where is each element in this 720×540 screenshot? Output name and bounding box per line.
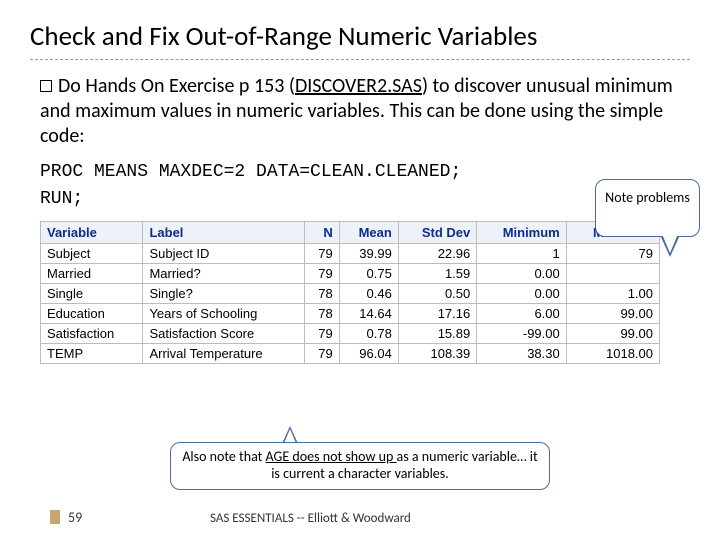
table-cell: 78 — [304, 304, 339, 324]
table-row: TEMPArrival Temperature7996.04108.3938.3… — [41, 344, 660, 364]
table-cell: Single? — [143, 284, 304, 304]
table-cell: 108.39 — [398, 344, 476, 364]
table-cell: -99.00 — [477, 324, 567, 344]
table-cell: Married? — [143, 264, 304, 284]
note-callout: Note problems — [595, 179, 700, 237]
body-prefix: Do Hands On Exercise p 153 ( — [58, 74, 295, 98]
table-cell: 96.04 — [339, 344, 398, 364]
col-header: Label — [143, 222, 304, 244]
table-cell: 1018.00 — [566, 344, 659, 364]
table-cell: 1.59 — [398, 264, 476, 284]
table-cell: 17.16 — [398, 304, 476, 324]
table-cell: 38.30 — [477, 344, 567, 364]
title-divider — [30, 59, 690, 60]
table-cell: 15.89 — [398, 324, 476, 344]
callout-tail-inner — [662, 234, 678, 253]
col-header: Minimum — [477, 222, 567, 244]
page-number: 59 — [50, 509, 82, 526]
table-cell: 6.00 — [477, 304, 567, 324]
bottom-callout-prefix: Also note that — [182, 448, 265, 465]
table-row: MarriedMarried?790.751.590.00 — [41, 264, 660, 284]
bullet-square-icon — [40, 80, 52, 92]
bottom-callout-underlined: AGE does not show up — [266, 448, 397, 465]
footer-text: SAS ESSENTIALS -- Elliott & Woodward — [210, 511, 411, 526]
col-header: Std Dev — [398, 222, 476, 244]
table-cell: 79 — [304, 244, 339, 264]
table-row: SingleSingle?780.460.500.001.00 — [41, 284, 660, 304]
page-title: Check and Fix Out-of-Range Numeric Varia… — [0, 0, 720, 59]
table-cell: 14.64 — [339, 304, 398, 324]
code-line-1: PROC MEANS MAXDEC=2 DATA=CLEAN.CLEANED; — [40, 159, 680, 186]
table-cell: 78 — [304, 284, 339, 304]
means-table: VariableLabelNMeanStd DevMinimumMaximum … — [40, 221, 660, 364]
table-cell: TEMP — [41, 344, 143, 364]
table-cell: 0.50 — [398, 284, 476, 304]
table-cell: Satisfaction Score — [143, 324, 304, 344]
table-cell: Arrival Temperature — [143, 344, 304, 364]
table-cell: Single — [41, 284, 143, 304]
col-header: Variable — [41, 222, 143, 244]
table-cell: Married — [41, 264, 143, 284]
table-row: EducationYears of Schooling7814.6417.166… — [41, 304, 660, 324]
table-cell: 79 — [304, 324, 339, 344]
table-cell: 0.46 — [339, 284, 398, 304]
table-cell: Education — [41, 304, 143, 324]
table-row: SatisfactionSatisfaction Score790.7815.8… — [41, 324, 660, 344]
col-header: N — [304, 222, 339, 244]
table-cell: 99.00 — [566, 324, 659, 344]
bottom-callout: Also note that AGE does not show up as a… — [170, 442, 550, 490]
table-cell: 22.96 — [398, 244, 476, 264]
table-cell: Subject ID — [143, 244, 304, 264]
table-cell: 79 — [304, 344, 339, 364]
table-cell: Years of Schooling — [143, 304, 304, 324]
table-cell: 0.75 — [339, 264, 398, 284]
table-row: SubjectSubject ID7939.9922.96179 — [41, 244, 660, 264]
body-paragraph: Do Hands On Exercise p 153 (DISCOVER2.SA… — [0, 74, 720, 159]
table-cell: Subject — [41, 244, 143, 264]
table-cell: 0.00 — [477, 284, 567, 304]
col-header: Mean — [339, 222, 398, 244]
table-cell: Satisfaction — [41, 324, 143, 344]
table-cell: 99.00 — [566, 304, 659, 324]
table-cell — [566, 264, 659, 284]
table-cell: 79 — [304, 264, 339, 284]
table-cell: 39.99 — [339, 244, 398, 264]
table-container: Note problems VariableLabelNMeanStd DevM… — [40, 221, 690, 364]
table-cell: 1 — [477, 244, 567, 264]
table-cell: 1.00 — [566, 284, 659, 304]
table-cell: 0.00 — [477, 264, 567, 284]
code-line-2: RUN; — [40, 186, 680, 213]
body-underlined: DISCOVER2.SAS — [295, 74, 422, 98]
table-cell: 0.78 — [339, 324, 398, 344]
table-cell: 79 — [566, 244, 659, 264]
